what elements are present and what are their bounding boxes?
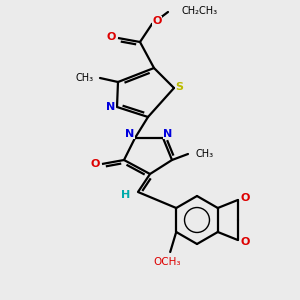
Text: CH₃: CH₃	[196, 149, 214, 159]
Text: O: O	[240, 237, 250, 247]
Text: S: S	[175, 82, 183, 92]
Text: OCH₃: OCH₃	[154, 257, 181, 267]
Text: N: N	[106, 102, 116, 112]
Text: O: O	[240, 193, 250, 203]
Text: N: N	[125, 129, 135, 139]
Text: CH₂CH₃: CH₂CH₃	[182, 6, 218, 16]
Text: H: H	[122, 190, 130, 200]
Text: O: O	[106, 32, 116, 42]
Text: CH₃: CH₃	[76, 73, 94, 83]
Text: N: N	[164, 129, 172, 139]
Text: O: O	[90, 159, 100, 169]
Text: O: O	[152, 16, 162, 26]
